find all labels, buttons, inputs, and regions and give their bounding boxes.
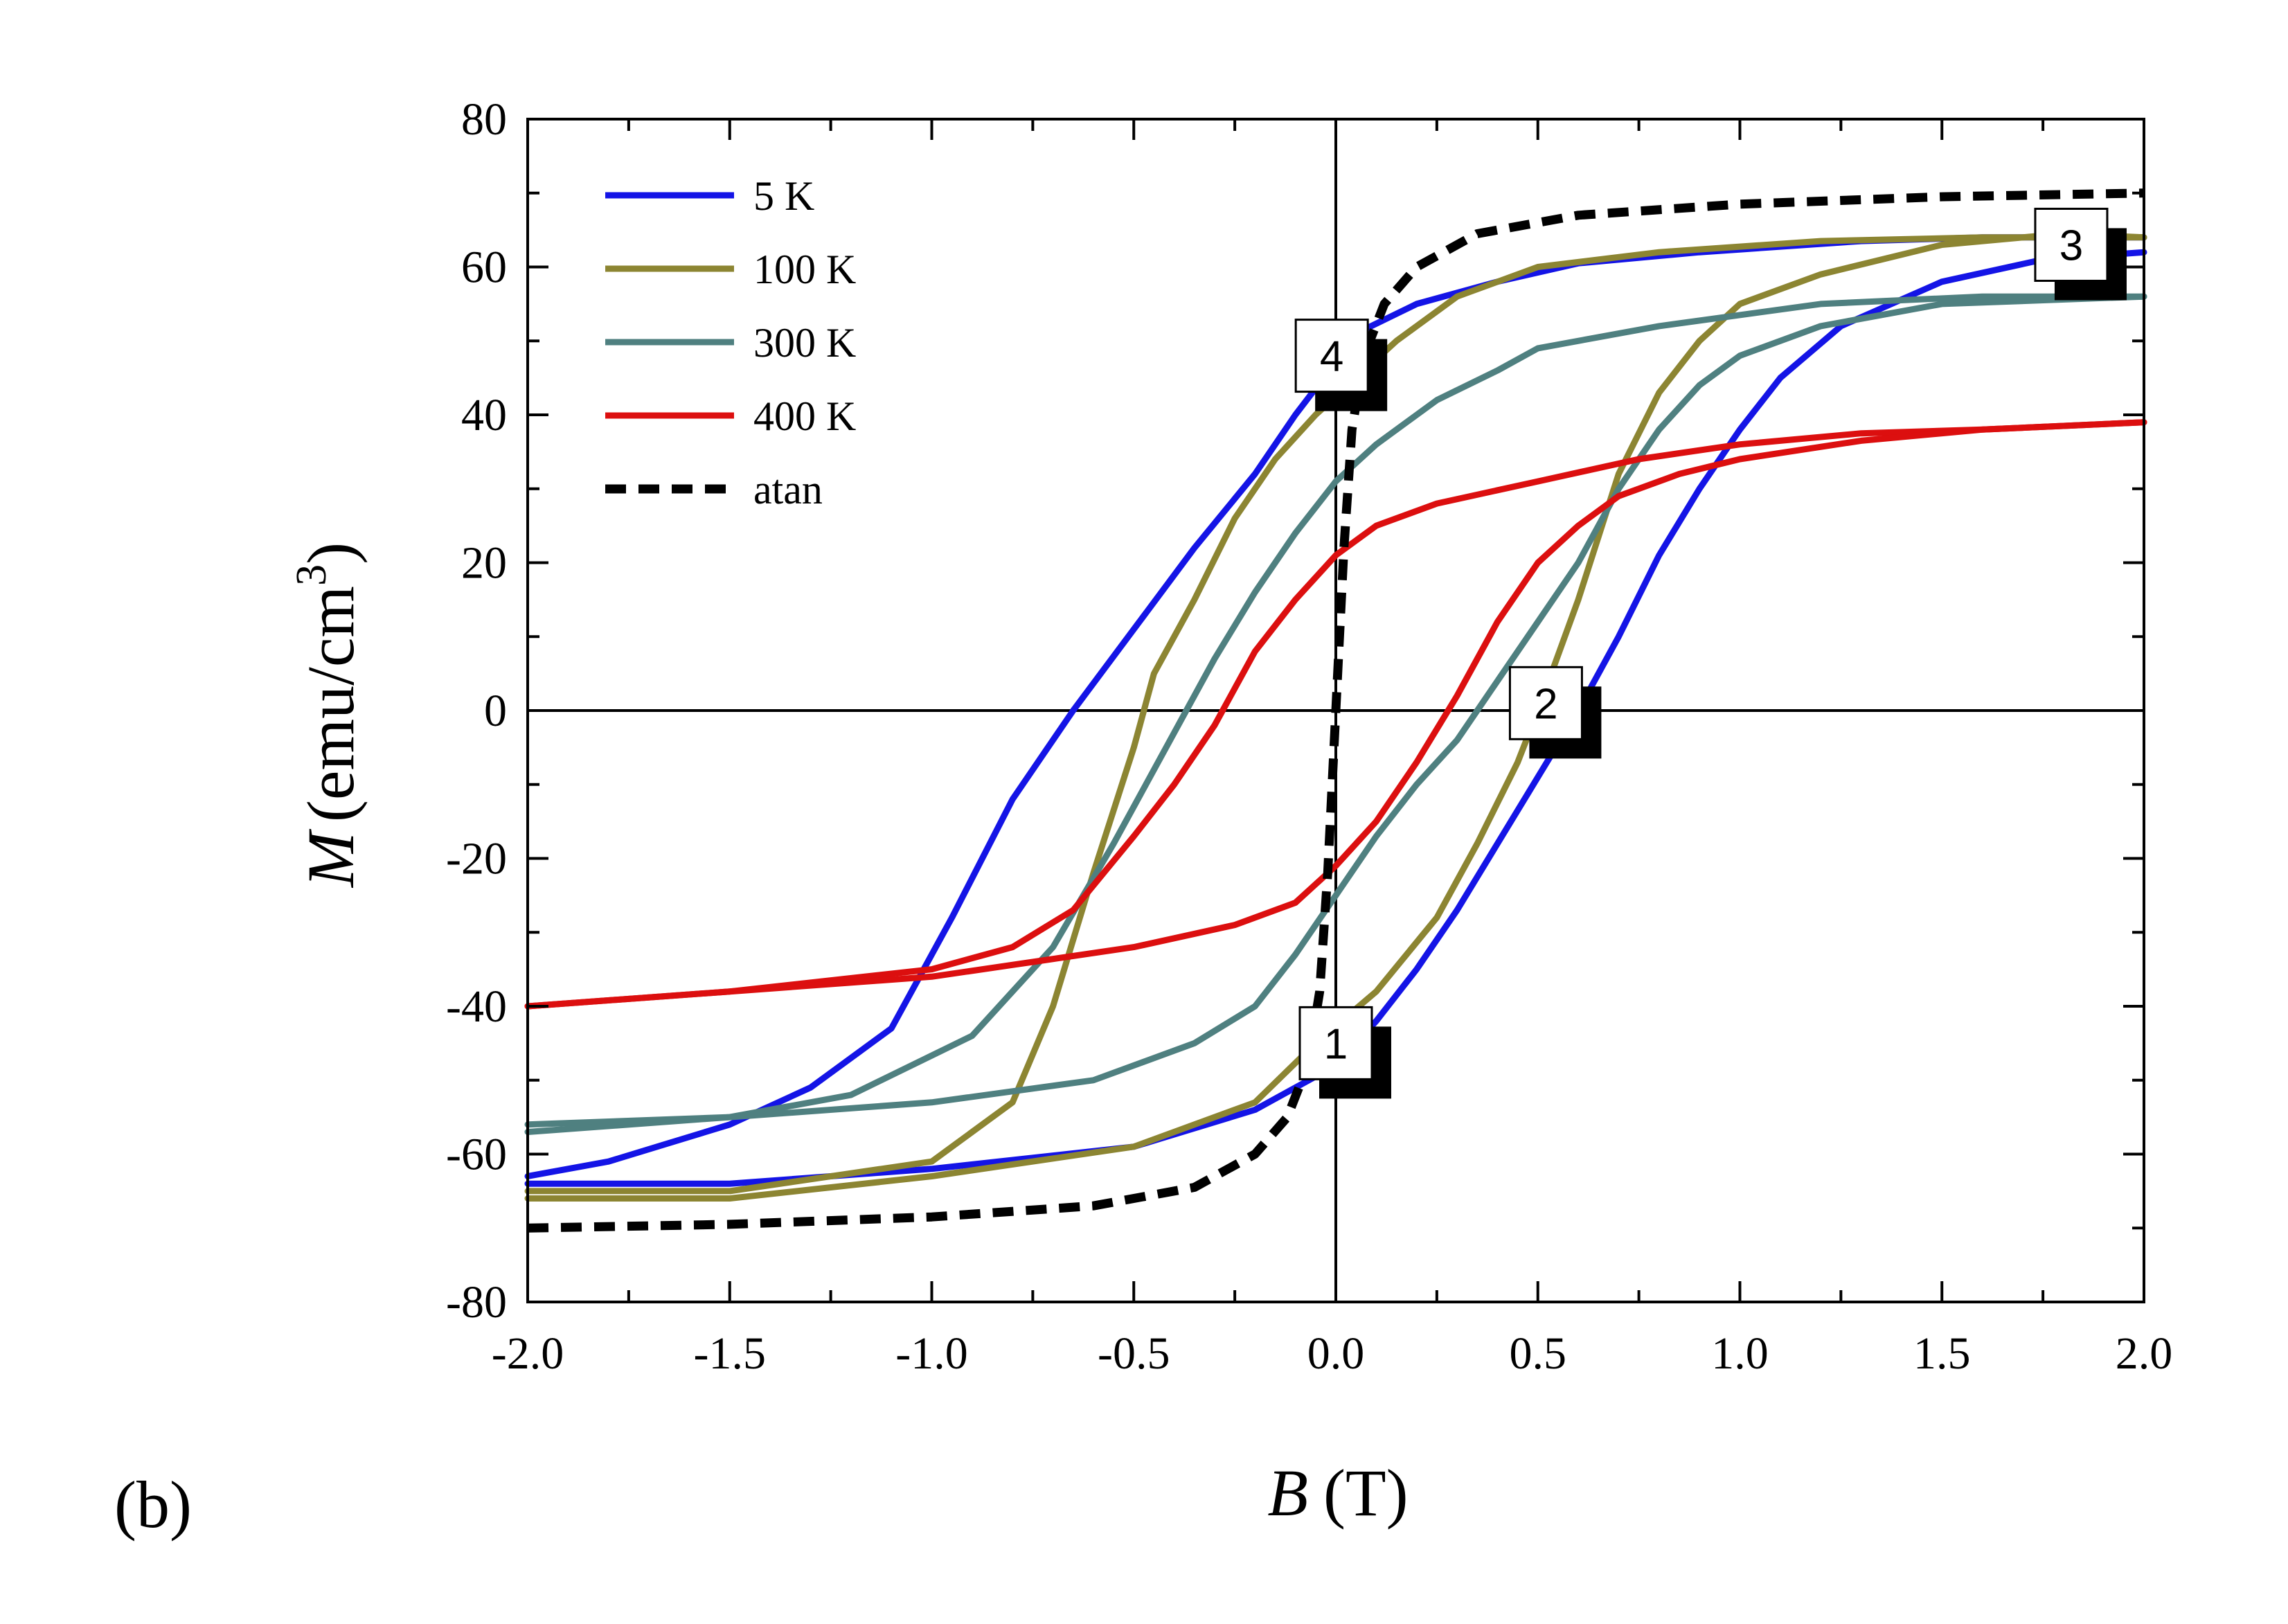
x-axis-unit: (T) <box>1323 1456 1409 1530</box>
x-axis-title: B (T) <box>1267 1456 1408 1530</box>
x-tick-label: -1.5 <box>694 1328 766 1379</box>
y-axis-unit-superscript: 3 <box>288 564 335 586</box>
y-tick-label: 0 <box>484 686 507 736</box>
x-tick-label: 1.0 <box>1711 1328 1769 1379</box>
x-tick-label: 0.5 <box>1510 1328 1567 1379</box>
point-markers: 1 2 3 4 <box>1294 207 2127 1099</box>
panel-label: (b) <box>114 1467 192 1542</box>
point-marker-box <box>2034 207 2109 282</box>
series-400-k-lower-branch <box>524 419 2147 1010</box>
x-tick-label: 1.5 <box>1913 1328 1971 1379</box>
legend-label-300-k: 300 K <box>753 320 856 366</box>
y-tick-label: 20 <box>461 538 507 589</box>
y-tick-label: -60 <box>446 1130 507 1180</box>
y-tick-label: -80 <box>446 1277 507 1328</box>
y-tick-label: -40 <box>446 981 507 1032</box>
point-marker-1: 1 <box>1298 1006 1391 1099</box>
y-axis-unit-close: ) <box>294 542 368 564</box>
legend: 5 K 100 K 300 K 400 K atan <box>605 173 856 512</box>
series-atan-curve <box>527 188 2145 1233</box>
legend-label-100-k: 100 K <box>753 247 856 292</box>
y-axis-unit: (emu/cm <box>294 586 368 822</box>
y-axis-symbol: M <box>294 828 368 889</box>
point-marker-4: 4 <box>1294 319 1388 411</box>
point-marker-box <box>1294 319 1369 393</box>
x-tick-label: -0.5 <box>1098 1328 1170 1379</box>
point-marker-label: 1 <box>1324 1020 1348 1068</box>
x-tick-label: -2.0 <box>492 1328 564 1379</box>
series-300-k-upper-branch <box>524 293 2147 1128</box>
y-tick-label: 40 <box>461 390 507 440</box>
legend-label-400-k: 400 K <box>753 393 856 439</box>
series-5-k-upper-branch <box>524 234 2147 1179</box>
point-marker-box <box>1508 666 1583 740</box>
point-marker-box <box>1298 1006 1373 1080</box>
y-tick-label: 60 <box>461 242 507 293</box>
x-tick-label: 0.0 <box>1307 1328 1365 1379</box>
point-marker-3: 3 <box>2034 207 2127 301</box>
x-tick-label: 2.0 <box>2116 1328 2173 1379</box>
y-tick-label: 80 <box>461 94 507 145</box>
series-400-k-upper-branch <box>524 419 2147 1010</box>
y-tick-label: -20 <box>446 834 507 884</box>
point-marker-label: 2 <box>1534 680 1557 728</box>
y-axis-title: M(emu/cm3) <box>288 542 368 889</box>
x-tick-label: -1.0 <box>895 1328 967 1379</box>
point-marker-2: 2 <box>1508 666 1602 759</box>
point-marker-label: 4 <box>1320 333 1343 381</box>
legend-label-atan: atan <box>753 467 823 512</box>
x-axis-symbol: B <box>1267 1456 1308 1530</box>
series-300-k-lower-branch <box>524 293 2147 1135</box>
axis-ticks: -2.0 -1.5 -1.0 -0.5 0.0 0.5 1.0 1.5 2.0 -80 -60 -40… <box>446 94 2172 1379</box>
point-marker-label: 3 <box>2059 222 2083 269</box>
series-100-k-upper-branch <box>524 234 2147 1195</box>
legend-label-5-k: 5 K <box>753 173 814 219</box>
